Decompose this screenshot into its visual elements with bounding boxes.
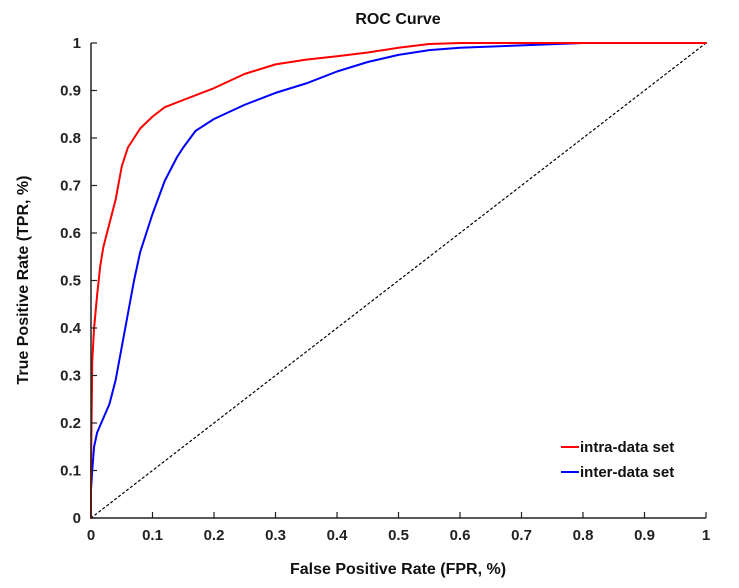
y-tick-label: 0.9 bbox=[60, 83, 81, 100]
tick-layer: 0 0.1 0.2 0.3 0.4 0.5 0.6 0.7 0.8 0.9 1 0 0.1 0.2 0.3 0… bbox=[60, 35, 710, 544]
y-tick-label: 1 bbox=[73, 35, 81, 52]
x-tick-label: 0.1 bbox=[142, 527, 163, 544]
legend-label-intra-data-set: intra-data set bbox=[580, 439, 674, 456]
y-tick-label: 0.4 bbox=[60, 320, 82, 337]
series-line-chance bbox=[90, 42, 707, 519]
series-line-inter-data-set bbox=[90, 42, 707, 519]
y-tick-label: 0.8 bbox=[60, 130, 81, 147]
chart-title: ROC Curve bbox=[355, 11, 440, 28]
x-tick-label: 0.5 bbox=[388, 527, 409, 544]
x-tick-label: 0.3 bbox=[265, 527, 286, 544]
x-tick-label: 0 bbox=[87, 527, 95, 544]
series-line-intra-data-set bbox=[90, 42, 707, 519]
y-tick-label: 0.3 bbox=[60, 368, 81, 385]
legend: intra-data set inter-data set bbox=[561, 439, 674, 481]
x-tick-label: 0.6 bbox=[450, 527, 471, 544]
y-axis-title: True Positive Rate (TPR, %) bbox=[15, 176, 32, 385]
x-tick-label: 0.7 bbox=[511, 527, 532, 544]
x-axis-title: False Positive Rate (FPR, %) bbox=[290, 561, 506, 578]
legend-label-inter-data-set: inter-data set bbox=[580, 464, 674, 481]
x-tick-label: 0.2 bbox=[204, 527, 225, 544]
y-tick-label: 0.7 bbox=[60, 178, 81, 195]
y-tick-label: 0.5 bbox=[60, 273, 81, 290]
y-tick-label: 0.2 bbox=[60, 415, 81, 432]
y-tick-label: 0.1 bbox=[60, 463, 81, 480]
series-layer bbox=[90, 42, 707, 519]
x-tick-label: 0.9 bbox=[634, 527, 655, 544]
x-tick-label: 0.8 bbox=[573, 527, 594, 544]
x-tick-label: 0.4 bbox=[327, 527, 349, 544]
x-tick-label: 1 bbox=[702, 527, 710, 544]
y-tick-label: 0.6 bbox=[60, 225, 81, 242]
y-tick-label: 0 bbox=[73, 510, 81, 527]
